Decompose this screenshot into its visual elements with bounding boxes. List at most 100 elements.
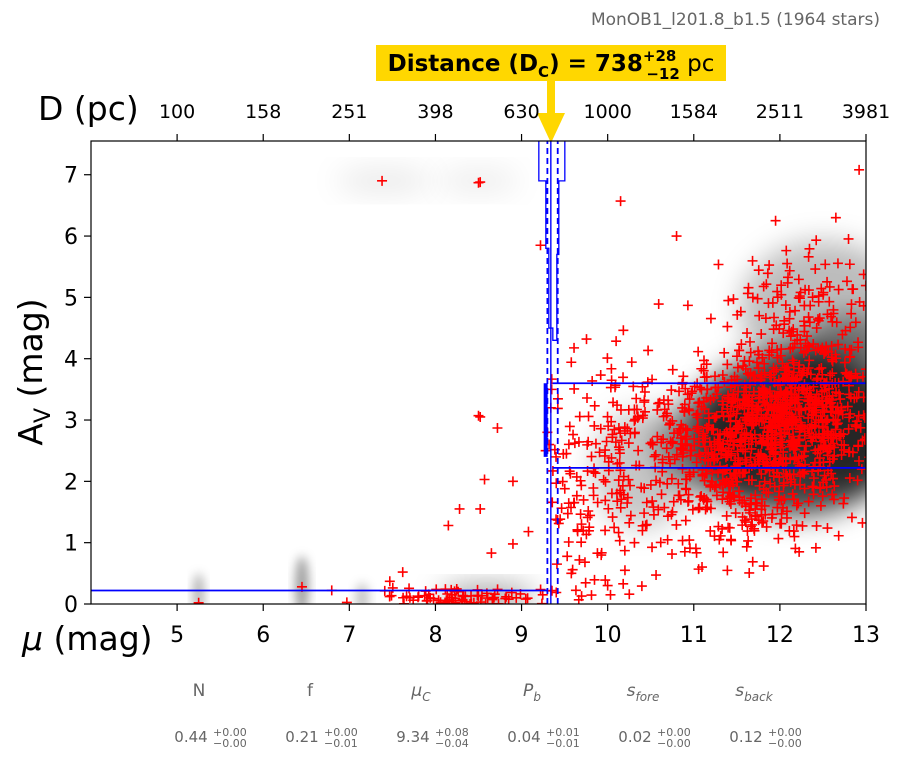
star-marker (586, 590, 597, 601)
star-marker (786, 474, 797, 485)
distance-posterior (538, 141, 566, 341)
star-marker (666, 385, 677, 396)
star-marker (564, 421, 575, 432)
star-marker (759, 422, 770, 433)
star-marker (453, 586, 464, 597)
star-marker (665, 458, 676, 469)
star-marker (804, 428, 815, 439)
distance-banner-prefix: Distance (D (388, 51, 538, 77)
star-marker (744, 336, 755, 347)
star-marker (767, 338, 778, 349)
top-tick-label: 251 (331, 101, 367, 123)
star-marker (775, 388, 786, 399)
star-marker (861, 364, 866, 375)
star-marker (719, 347, 730, 358)
star-marker (752, 403, 763, 414)
top-tick-label: 100 (159, 101, 195, 123)
star-marker (486, 548, 497, 559)
star-marker (814, 313, 825, 324)
star-marker (569, 497, 580, 508)
star-marker (667, 364, 678, 375)
star-marker (535, 584, 546, 595)
star-marker (795, 287, 806, 298)
star-marker (647, 542, 658, 553)
star-marker (739, 379, 750, 390)
star-marker (571, 471, 582, 482)
star-marker (792, 335, 803, 346)
star-marker (808, 482, 819, 493)
star-marker (742, 328, 753, 339)
star-marker (624, 589, 635, 600)
star-marker (784, 525, 795, 536)
star-marker (625, 510, 636, 521)
star-marker (724, 522, 735, 533)
star-marker (475, 503, 486, 514)
star-marker (618, 471, 629, 482)
star-marker (753, 515, 764, 526)
param-plus: +0.00 (768, 726, 802, 739)
star-marker (615, 428, 626, 439)
star-marker (799, 300, 810, 311)
star-marker (829, 481, 840, 492)
star-marker (717, 494, 728, 505)
star-marker (619, 545, 630, 556)
star-marker (687, 504, 698, 515)
star-marker (662, 478, 673, 489)
star-marker (568, 429, 579, 440)
top-tick-label: 158 (245, 101, 281, 123)
star-marker (708, 453, 719, 464)
star-marker (600, 476, 611, 487)
star-marker (613, 527, 624, 538)
star-marker (746, 514, 757, 525)
star-marker (779, 494, 790, 505)
star-marker (693, 346, 704, 357)
star-marker (691, 457, 702, 468)
star-marker (744, 567, 755, 578)
star-marker (782, 387, 793, 398)
star-marker (671, 519, 682, 530)
star-marker (736, 339, 747, 350)
star-marker (725, 436, 736, 447)
star-marker (677, 402, 688, 413)
star-marker (443, 520, 454, 531)
star-marker (681, 484, 692, 495)
star-marker (603, 503, 614, 514)
top-tick-label: 3981 (842, 101, 890, 123)
param-plus: +0.00 (324, 726, 358, 739)
star-marker (645, 479, 656, 490)
star-marker (506, 587, 517, 598)
star-marker (827, 368, 838, 379)
param-plus: +0.08 (435, 726, 469, 739)
star-marker (743, 282, 754, 293)
chart-title: MonOB1_l201.8_b1.5 (1964 stars) (591, 10, 880, 30)
star-marker (732, 402, 743, 413)
star-marker (595, 370, 606, 381)
star-marker (787, 372, 798, 383)
star-marker (767, 509, 778, 520)
star-marker (692, 421, 703, 432)
star-marker (582, 392, 593, 403)
x-tick-label: 9 (515, 623, 529, 648)
param-value: 0.12 (729, 728, 762, 746)
star-marker (661, 410, 672, 421)
star-marker (813, 296, 824, 307)
star-marker (650, 449, 661, 460)
star-marker (732, 476, 743, 487)
star-marker (764, 345, 775, 356)
star-marker (853, 337, 864, 348)
star-marker (819, 470, 830, 481)
star-marker (699, 475, 710, 486)
star-marker (601, 436, 612, 447)
star-marker (791, 452, 802, 463)
star-marker (522, 593, 533, 604)
star-marker (800, 338, 811, 349)
star-marker (767, 297, 778, 308)
density-blob (295, 556, 309, 604)
star-marker (772, 292, 783, 303)
star-marker (666, 549, 677, 560)
star-marker (841, 276, 852, 287)
star-marker (756, 494, 767, 505)
star-marker (799, 508, 810, 519)
star-marker (580, 577, 591, 588)
star-marker (750, 490, 761, 501)
